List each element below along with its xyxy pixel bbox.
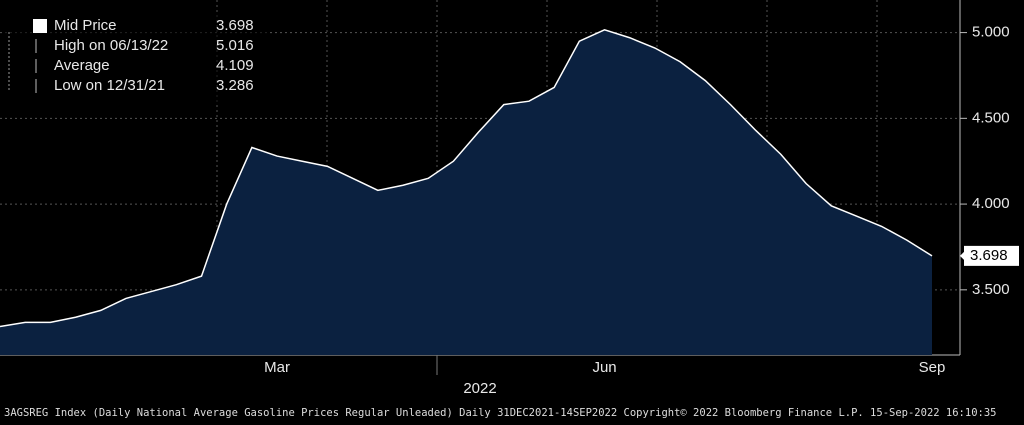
- legend: Mid Price 3.698 High on 06/13/22 5.016 Avera…: [2, 14, 270, 102]
- y-tick-label: 4.000: [972, 195, 1010, 212]
- x-tick-label: Mar: [264, 359, 290, 376]
- y-tick-label: 3.500: [972, 281, 1010, 298]
- last-value-pointer: [960, 249, 966, 262]
- x-tick-label: Sep: [919, 359, 946, 376]
- x-axis-label: 2022: [463, 380, 496, 397]
- last-value-label: 3.698: [970, 247, 1008, 264]
- legend-label: Low on 12/31/21: [54, 77, 165, 94]
- footer: 3AGSREG Index (Daily National Average Ga…: [4, 407, 996, 419]
- legend-label: Average: [54, 57, 110, 74]
- line: [0, 29, 933, 328]
- legend-swatch: [33, 19, 47, 33]
- y-tick-label: 5.000: [972, 24, 1010, 41]
- legend-value: 3.698: [216, 17, 254, 34]
- y-tick-label: 4.500: [972, 109, 1010, 126]
- area: [0, 29, 932, 356]
- x-tick-label: Jun: [592, 359, 616, 376]
- legend-value: 5.016: [216, 37, 254, 54]
- legend-label: High on 06/13/22: [54, 37, 168, 54]
- legend-value: 3.286: [216, 77, 254, 94]
- legend-label: Mid Price: [54, 17, 117, 34]
- last-value-box: [964, 245, 1019, 266]
- legend-value: 4.109: [216, 57, 254, 74]
